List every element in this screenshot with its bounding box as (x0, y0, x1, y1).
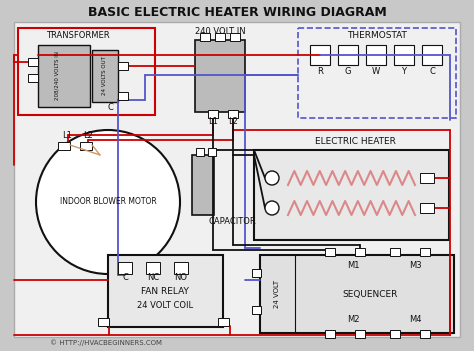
Text: 24 VOLTS OUT: 24 VOLTS OUT (102, 57, 108, 95)
Bar (254, 150, 449, 240)
Circle shape (265, 201, 279, 215)
Bar (325, 330, 335, 338)
Bar (195, 40, 245, 112)
Bar (200, 33, 210, 41)
Bar (38, 45, 90, 107)
Bar (420, 248, 430, 256)
Text: G: G (345, 67, 351, 77)
Text: W: W (372, 67, 380, 77)
Bar (390, 330, 400, 338)
Text: C: C (107, 104, 113, 113)
Bar (218, 318, 229, 326)
Bar (58, 142, 70, 150)
Text: INDOOR BLOWER MOTOR: INDOOR BLOWER MOTOR (60, 198, 156, 206)
Bar (420, 173, 434, 183)
Text: NO: NO (174, 273, 188, 283)
Bar (260, 255, 454, 333)
Bar (108, 255, 223, 327)
Text: FAN RELAY: FAN RELAY (141, 287, 189, 297)
Text: M4: M4 (409, 316, 421, 325)
Text: L2: L2 (228, 118, 238, 126)
Text: Y: Y (401, 67, 407, 77)
Text: L1: L1 (208, 118, 218, 126)
Bar (118, 62, 128, 70)
Text: ELECTRIC HEATER: ELECTRIC HEATER (315, 138, 395, 146)
Text: L1: L1 (62, 132, 72, 140)
Text: © HTTP://HVACBEGINNERS.COM: © HTTP://HVACBEGINNERS.COM (50, 340, 162, 346)
Text: TRANSFORMER: TRANSFORMER (46, 31, 110, 40)
Circle shape (36, 130, 180, 274)
Bar (215, 33, 225, 41)
Bar (208, 148, 216, 156)
Bar (208, 110, 218, 118)
Text: CAPACITOR: CAPACITOR (208, 218, 256, 226)
Bar (325, 248, 335, 256)
Bar (14, 22, 460, 337)
Bar (310, 45, 330, 65)
Text: NC: NC (147, 273, 159, 283)
Bar (390, 248, 400, 256)
Text: 208/240 VOLTS IN: 208/240 VOLTS IN (55, 52, 60, 100)
Bar (228, 110, 238, 118)
Text: M2: M2 (347, 316, 359, 325)
Bar (355, 248, 365, 256)
Bar (80, 142, 92, 150)
Bar (298, 28, 456, 118)
Text: M1: M1 (347, 260, 359, 270)
Bar (338, 45, 358, 65)
Bar (252, 306, 261, 314)
Bar (98, 318, 109, 326)
Text: L2: L2 (83, 132, 93, 140)
Bar (366, 45, 386, 65)
Bar (18, 28, 155, 115)
Text: 24 VOLT: 24 VOLT (274, 280, 280, 308)
Text: SEQUENCER: SEQUENCER (342, 290, 398, 298)
Text: C: C (429, 67, 435, 77)
Bar (118, 92, 128, 100)
Text: 240 VOLT IN: 240 VOLT IN (195, 27, 246, 37)
Bar (230, 33, 240, 41)
Bar (355, 330, 365, 338)
Bar (252, 269, 261, 277)
Text: M3: M3 (409, 260, 421, 270)
Circle shape (265, 171, 279, 185)
Bar (420, 330, 430, 338)
Bar (146, 262, 160, 274)
Bar (28, 58, 38, 66)
Bar (118, 262, 132, 274)
Bar (28, 74, 38, 82)
Bar (192, 155, 214, 215)
Bar (92, 50, 118, 102)
Text: C: C (122, 273, 128, 283)
Bar (394, 45, 414, 65)
Text: THERMOSTAT: THERMOSTAT (347, 31, 407, 40)
Bar (174, 262, 188, 274)
Bar (420, 203, 434, 213)
Text: 24 VOLT COIL: 24 VOLT COIL (137, 300, 193, 310)
Bar (422, 45, 442, 65)
Bar (196, 148, 204, 156)
Text: BASIC ELECTRIC HEATER WIRING DIAGRAM: BASIC ELECTRIC HEATER WIRING DIAGRAM (88, 7, 386, 20)
Text: R: R (317, 67, 323, 77)
